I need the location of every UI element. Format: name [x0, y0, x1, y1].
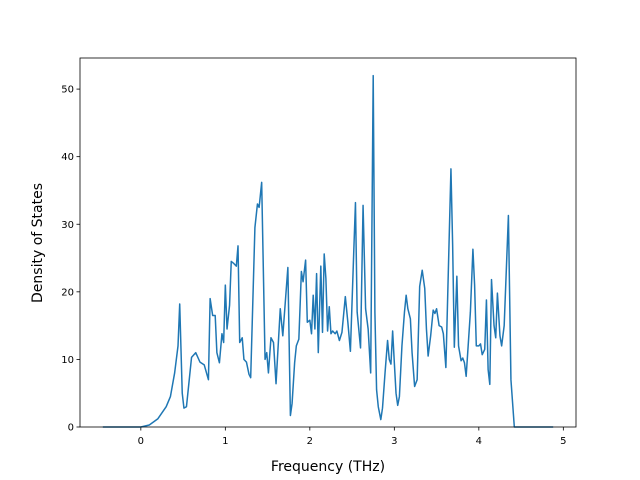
y-tick-label: 40	[61, 152, 74, 163]
y-tick-label: 10	[61, 355, 74, 366]
y-tick-label: 30	[61, 220, 74, 231]
x-axis-label: Frequency (THz)	[271, 459, 385, 475]
x-tick-label: 5	[560, 436, 566, 447]
x-tick-label: 0	[138, 436, 144, 447]
x-tick-label: 1	[222, 436, 228, 447]
x-tick-label: 3	[391, 436, 397, 447]
y-axis-label: Density of States	[30, 183, 46, 303]
line	[102, 74, 554, 428]
plot-frame	[79, 57, 577, 428]
y-tick-label: 50	[61, 85, 74, 96]
y-tick-label: 20	[61, 287, 74, 298]
x-tick-label: 4	[476, 436, 482, 447]
y-tick-label: 0	[68, 423, 74, 434]
x-tick-label: 2	[307, 436, 313, 447]
